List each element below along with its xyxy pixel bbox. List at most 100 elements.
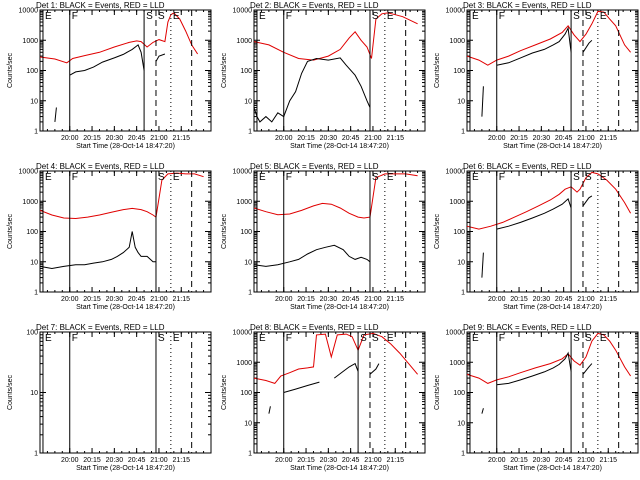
plot-frame	[39, 331, 212, 454]
y-tick-label: 1000	[236, 360, 252, 367]
x-tick-label: 20:00	[488, 135, 506, 142]
x-tick-label: 21:00	[150, 457, 168, 464]
panel-title: Det 4: BLACK = Events, RED = LLD	[36, 162, 165, 171]
y-tick-label: 1	[248, 129, 252, 136]
event-marker-label: F	[72, 172, 78, 183]
x-tick-label: 20:00	[61, 296, 79, 303]
x-axis-label: Start Time (28-Oct-14 18:47:20)	[290, 465, 389, 472]
y-tick-label: 100	[26, 68, 38, 75]
y-tick-label: 1000	[22, 38, 38, 45]
event-marker-label: S	[158, 172, 165, 183]
event-marker-label: S	[573, 172, 580, 183]
events-curve	[268, 406, 271, 414]
y-tick-label: 1	[461, 129, 465, 136]
x-tick-label: 20:45	[555, 296, 573, 303]
x-tick-label: 20:45	[128, 457, 146, 464]
y-tick-label: 100	[453, 229, 465, 236]
y-tick-label: 100	[240, 68, 252, 75]
events-curve	[496, 198, 572, 230]
x-tick-label: 20:45	[342, 296, 360, 303]
events-curve	[369, 363, 380, 375]
x-tick-label: 20:15	[83, 135, 101, 142]
events-curve	[40, 231, 156, 270]
y-axis-label: Counts/sec	[434, 52, 441, 88]
event-marker-label: E	[259, 333, 266, 344]
event-marker-label: S	[585, 11, 592, 22]
event-marker-label: E	[472, 333, 479, 344]
events-curve	[283, 381, 320, 393]
x-tick-label: 21:00	[577, 135, 595, 142]
x-tick-label: 21:15	[599, 135, 617, 142]
plot-frame	[253, 170, 426, 293]
events-curve	[481, 86, 484, 117]
y-axis-label: Counts/sec	[7, 52, 14, 88]
x-tick-label: 20:00	[61, 457, 79, 464]
x-tick-label: 20:15	[83, 296, 101, 303]
events-curve	[582, 39, 593, 53]
panel-title: Det 1: BLACK = Events, RED = LLD	[36, 1, 165, 10]
event-marker-label: S	[573, 11, 580, 22]
x-tick-label: 21:15	[386, 457, 404, 464]
event-marker-label: E	[173, 11, 180, 22]
event-marker-label: S	[372, 333, 379, 344]
x-tick-label: 20:15	[297, 457, 315, 464]
event-marker-label: E	[173, 333, 180, 344]
y-tick-label: 1000	[449, 38, 465, 45]
x-tick-label: 20:45	[555, 457, 573, 464]
x-tick-label: 20:45	[128, 296, 146, 303]
x-tick-label: 20:00	[61, 135, 79, 142]
x-axis-label: Start Time (28-Oct-14 18:47:20)	[290, 304, 389, 311]
x-tick-label: 20:30	[320, 296, 338, 303]
x-axis-label: Start Time (28-Oct-14 18:47:20)	[503, 143, 602, 150]
event-marker-label: S	[146, 11, 153, 22]
y-tick-label: 1000	[236, 199, 252, 206]
event-marker-label: S	[360, 333, 367, 344]
lld-curve	[254, 173, 418, 219]
x-axis-label: Start Time (28-Oct-14 18:47:20)	[290, 143, 389, 150]
plot-frame	[39, 9, 212, 132]
events-curve	[496, 351, 572, 386]
x-tick-label: 20:30	[533, 296, 551, 303]
event-marker-label: E	[45, 11, 52, 22]
lld-curve	[254, 12, 418, 61]
y-axis-label: Counts/sec	[221, 374, 228, 410]
event-marker-label: S	[372, 172, 379, 183]
event-marker-label: E	[472, 172, 479, 183]
events-curve	[481, 408, 484, 414]
x-tick-label: 21:15	[599, 457, 617, 464]
x-tick-label: 20:15	[510, 457, 528, 464]
x-tick-label: 21:00	[364, 296, 382, 303]
lld-curve	[40, 12, 199, 64]
y-tick-label: 10000	[446, 169, 466, 176]
event-marker-label: E	[600, 11, 607, 22]
panel-1: Det 1: BLACK = Events, RED = LLD 1 10 100 10…	[7, 1, 212, 150]
event-marker-label: F	[72, 333, 78, 344]
panel-title: Det 5: BLACK = Events, RED = LLD	[250, 162, 379, 171]
y-axis-label: Counts/sec	[221, 52, 228, 88]
x-tick-label: 20:30	[106, 135, 124, 142]
plot-frame	[253, 9, 426, 132]
event-marker-label: F	[499, 172, 505, 183]
x-axis-label: Start Time (28-Oct-14 18:47:20)	[76, 465, 175, 472]
x-tick-label: 20:15	[510, 135, 528, 142]
y-tick-label: 1000	[449, 360, 465, 367]
y-axis-label: Counts/sec	[434, 374, 441, 410]
y-tick-label: 10	[457, 98, 465, 105]
y-axis-label: Counts/sec	[434, 213, 441, 249]
events-curve	[582, 363, 593, 375]
x-tick-label: 20:15	[510, 296, 528, 303]
x-tick-label: 21:00	[150, 135, 168, 142]
event-marker-label: F	[286, 172, 292, 183]
y-tick-label: 10000	[19, 169, 39, 176]
y-tick-label: 10000	[233, 8, 253, 15]
y-tick-label: 1000	[236, 38, 252, 45]
x-tick-label: 20:15	[83, 457, 101, 464]
event-marker-label: F	[286, 11, 292, 22]
event-marker-label: E	[259, 172, 266, 183]
plot-frame	[253, 331, 426, 454]
panel-title: Det 6: BLACK = Events, RED = LLD	[463, 162, 592, 171]
x-tick-label: 21:15	[172, 457, 190, 464]
y-tick-label: 1	[461, 290, 465, 297]
x-tick-label: 21:00	[150, 296, 168, 303]
y-axis-label: Counts/sec	[221, 213, 228, 249]
